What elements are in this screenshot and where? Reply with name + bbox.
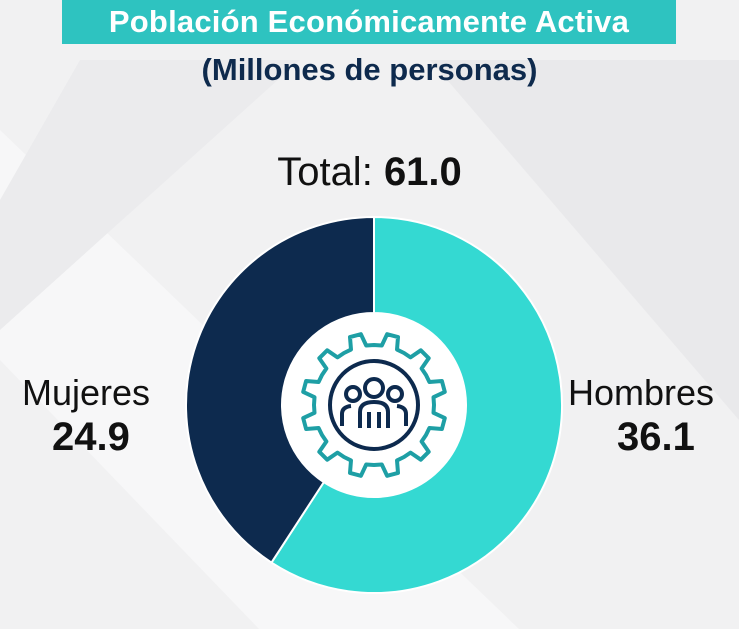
total-text: Total: bbox=[277, 150, 373, 194]
value-mujeres: 24.9 bbox=[52, 415, 130, 459]
label-mujeres: Mujeres bbox=[22, 372, 151, 413]
total-value: 61.0 bbox=[383, 150, 462, 194]
value-hombres: 36.1 bbox=[617, 415, 695, 459]
label-hombres: Hombres bbox=[568, 372, 715, 413]
donut-hole bbox=[282, 313, 466, 497]
total-label: Total: 61.0 bbox=[0, 150, 739, 195]
people-gear-icon bbox=[301, 332, 447, 478]
chart-title: Población Económicamente Activa bbox=[62, 0, 676, 44]
chart-subtitle: (Millones de personas) bbox=[201, 52, 538, 87]
